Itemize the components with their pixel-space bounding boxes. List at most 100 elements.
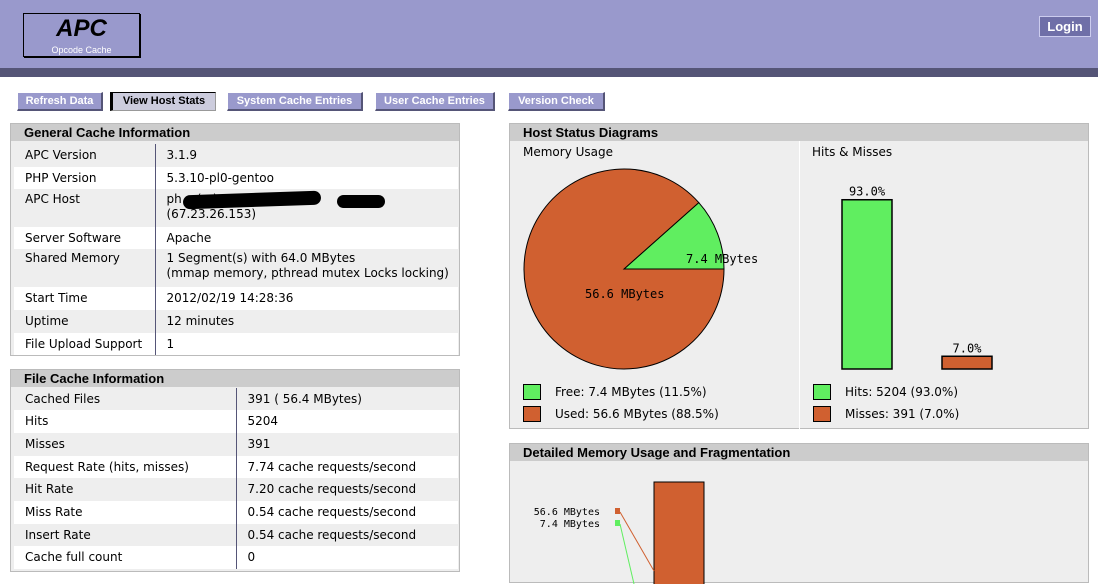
bar-hits (841, 198, 893, 370)
table-row: Miss Rate 0.54 cache requests/second (14, 501, 458, 524)
row-value: 0 (236, 546, 458, 569)
pie-label-used: 56.6 MBytes (585, 287, 664, 301)
table-row: Uptime 12 minutes (14, 310, 458, 333)
fragmentation-label-used: 56.6 MBytes (534, 507, 600, 518)
login-button[interactable]: Login (1039, 16, 1091, 37)
file-cache-title: File Cache Information (11, 370, 459, 387)
table-row: PHP Version 5.3.10-pl0-gentoo (14, 167, 458, 189)
table-row: Hits 5204 (14, 410, 458, 433)
legend-swatch-free (523, 384, 541, 400)
row-value: 7.74 cache requests/second (236, 456, 458, 478)
table-row: Misses 391 (14, 433, 458, 456)
table-row: Insert Rate 0.54 cache requests/second (14, 524, 458, 546)
row-key: Miss Rate (14, 501, 237, 524)
row-key: APC Version (14, 144, 156, 167)
file-cache-table: Cached Files 391 ( 56.4 MBytes) Hits 520… (14, 388, 458, 569)
row-value: 2012/02/19 14:28:36 (155, 287, 458, 310)
table-row: Start Time 2012/02/19 14:28:36 (14, 287, 458, 310)
row-key: Hits (14, 410, 237, 433)
general-cache-title: General Cache Information (11, 124, 459, 141)
pie-label-free: 7.4 MBytes (686, 252, 758, 266)
free-pointer-line (619, 523, 635, 584)
row-key: Shared Memory (14, 249, 156, 287)
row-key: Request Rate (hits, misses) (14, 456, 237, 478)
row-key: APC Host (14, 189, 156, 227)
table-row: Server Software Apache (14, 227, 458, 249)
version-check-button[interactable]: Version Check (508, 92, 605, 111)
row-key: Insert Rate (14, 524, 237, 546)
row-key: Misses (14, 433, 237, 456)
memory-usage-title: Memory Usage (523, 145, 614, 159)
apc-logo: APC Opcode Cache (23, 13, 140, 57)
row-value: 0.54 cache requests/second (236, 501, 458, 524)
legend-swatch-misses (813, 406, 831, 422)
used-marker (615, 508, 620, 514)
file-cache-panel: File Cache Information Cached Files 391 … (10, 369, 460, 572)
memory-usage-pie: 7.4 MBytes 56.6 MBytes (523, 168, 758, 370)
row-value: 3.1.9 (155, 144, 458, 167)
hits-misses-bar-chart: 93.0% 7.0% (841, 185, 993, 370)
row-value: 1 Segment(s) with 64.0 MBytes (mmap memo… (155, 249, 458, 287)
column-divider (799, 141, 800, 429)
view-host-stats-button[interactable]: View Host Stats (110, 92, 216, 111)
host-status-title: Host Status Diagrams (510, 124, 1088, 141)
header-bar (0, 0, 1098, 68)
header-stripe (0, 68, 1098, 77)
pie-slice-used (523, 168, 725, 370)
refresh-data-button[interactable]: Refresh Data (17, 92, 103, 111)
table-row: Shared Memory 1 Segment(s) with 64.0 MBy… (14, 249, 458, 287)
row-key: File Upload Support (14, 333, 156, 355)
table-row: Cached Files 391 ( 56.4 MBytes) (14, 388, 458, 410)
fragmentation-panel: Detailed Memory Usage and Fragmentation … (509, 443, 1089, 584)
row-value: 12 minutes (155, 310, 458, 333)
row-key: Start Time (14, 287, 156, 310)
general-cache-panel: General Cache Information APC Version 3.… (10, 123, 460, 356)
table-row: Cache full count 0 (14, 546, 458, 569)
fragmentation-used-block (653, 481, 705, 584)
legend-misses-label: Misses: 391 (7.0%) (845, 407, 960, 421)
pie-slice-free (622, 201, 725, 270)
fragmentation-title: Detailed Memory Usage and Fragmentation (510, 444, 1088, 461)
fragmentation-chart: 56.6 MBytes 7.4 MBytes (534, 481, 705, 584)
row-key: Cached Files (14, 388, 237, 410)
user-cache-entries-button[interactable]: User Cache Entries (375, 92, 495, 111)
row-value: 5.3.10-pl0-gentoo (155, 167, 458, 189)
legend-swatch-used (523, 406, 541, 422)
row-value-line1: 1 Segment(s) with 64.0 MBytes (166, 251, 356, 265)
table-row: File Upload Support 1 (14, 333, 458, 355)
row-key: Server Software (14, 227, 156, 249)
free-marker (615, 520, 620, 526)
row-value-line2: (67.23.26.153) (166, 207, 257, 221)
legend-used-label: Used: 56.6 MBytes (88.5%) (555, 407, 719, 421)
host-status-panel: Host Status Diagrams Memory Usage Hits &… (509, 123, 1089, 429)
bar-label-misses: 7.0% (953, 341, 983, 355)
hits-misses-title: Hits & Misses (812, 145, 893, 159)
row-value: 5204 (236, 410, 458, 433)
row-key: Cache full count (14, 546, 237, 569)
row-value: 391 (236, 433, 458, 456)
row-value: 0.54 cache requests/second (236, 524, 458, 546)
table-row: Request Rate (hits, misses) 7.74 cache r… (14, 456, 458, 478)
row-value: 7.20 cache requests/second (236, 478, 458, 501)
legend-hits-label: Hits: 5204 (93.0%) (845, 385, 959, 399)
fragmentation-label-free: 7.4 MBytes (540, 519, 600, 530)
row-key: PHP Version (14, 167, 156, 189)
system-cache-entries-button[interactable]: System Cache Entries (227, 92, 363, 111)
row-key: Hit Rate (14, 478, 237, 501)
table-row: Hit Rate 7.20 cache requests/second (14, 478, 458, 501)
logo-subtitle: Opcode Cache (51, 45, 112, 55)
general-cache-table: APC Version 3.1.9 PHP Version 5.3.10-pl0… (14, 144, 458, 355)
row-key: Uptime (14, 310, 156, 333)
redaction-mark (337, 195, 385, 208)
row-value-line2: (mmap memory, pthread mutex Locks lockin… (166, 266, 449, 280)
logo-title: APC (56, 15, 107, 42)
row-value: 1 (155, 333, 458, 355)
bar-misses (941, 355, 993, 370)
used-pointer-line (619, 511, 655, 572)
row-value: 391 ( 56.4 MBytes) (236, 388, 458, 410)
bar-label-hits: 93.0% (849, 185, 886, 199)
row-value: Apache (155, 227, 458, 249)
legend-free-label: Free: 7.4 MBytes (11.5%) (555, 385, 707, 399)
legend-swatch-hits (813, 384, 831, 400)
table-row: APC Version 3.1.9 (14, 144, 458, 167)
